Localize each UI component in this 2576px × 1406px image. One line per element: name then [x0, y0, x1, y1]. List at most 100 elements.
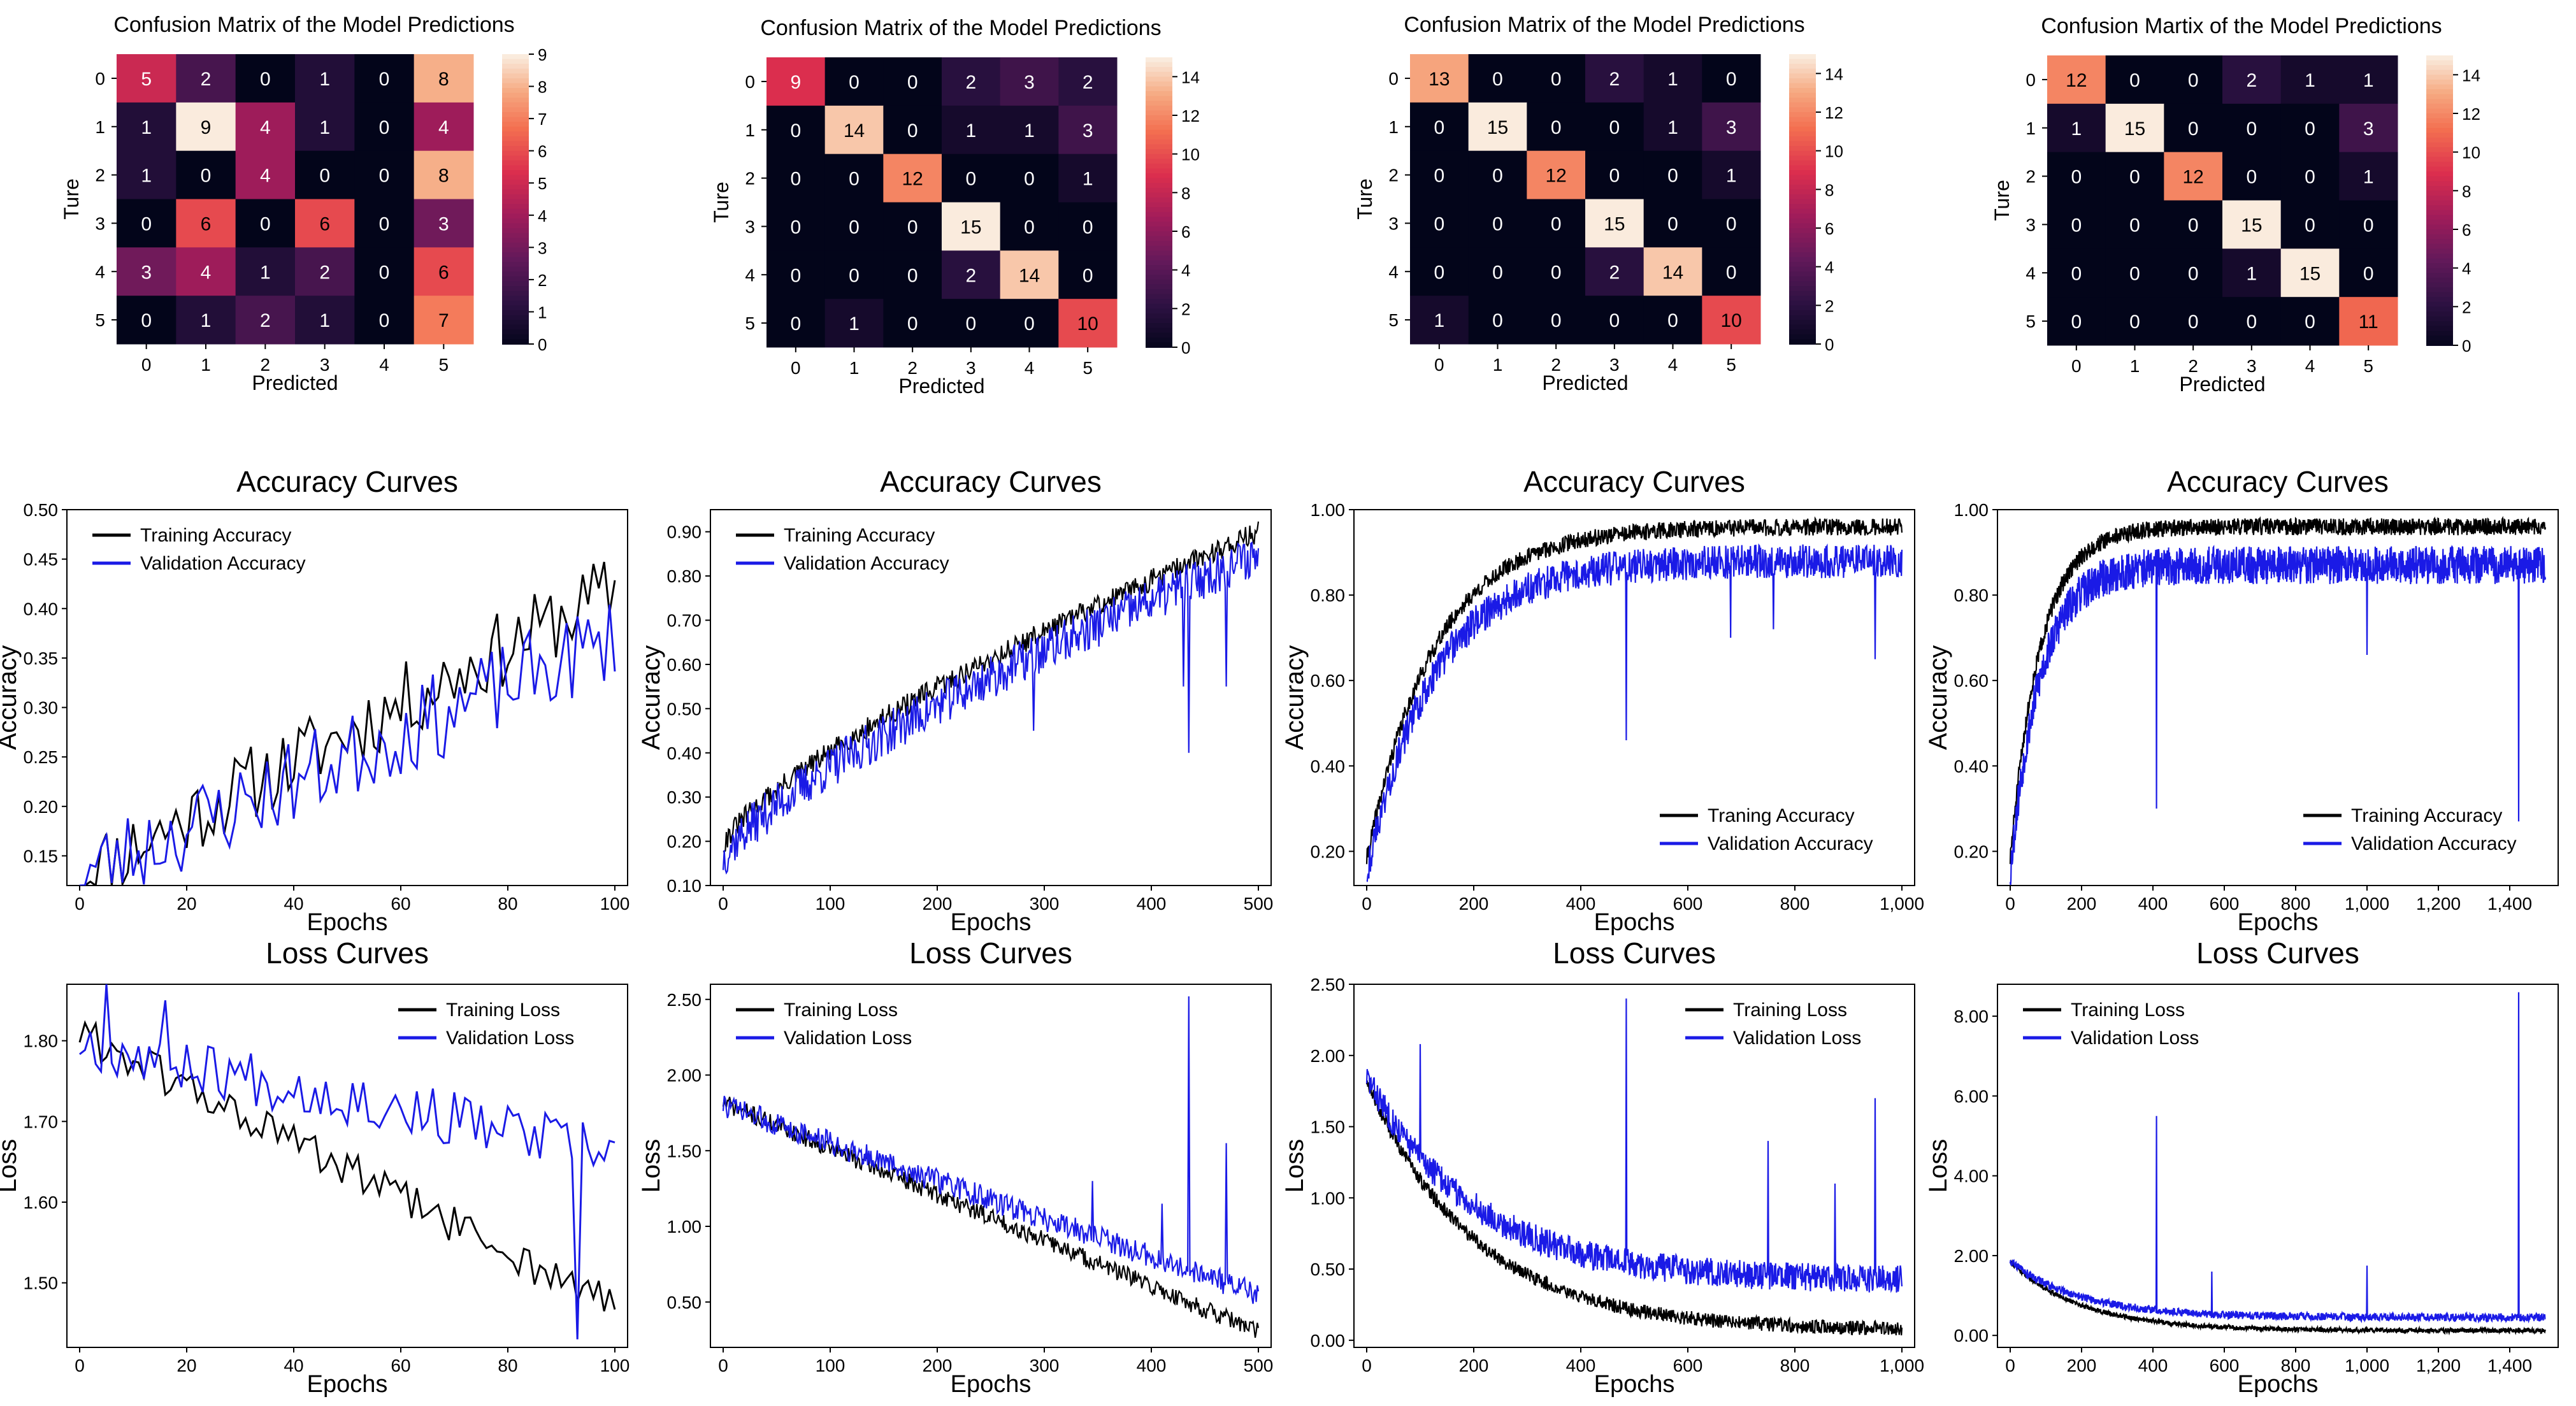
colorbar-segment	[1146, 178, 1172, 184]
legend-label: Validation Loss	[2071, 1028, 2199, 1049]
cell-value: 0	[2363, 263, 2374, 284]
colorbar-segment	[2426, 239, 2453, 245]
heatmap-cell	[354, 102, 415, 152]
series-line-validation	[2009, 992, 2546, 1324]
line-chart-panel-2: Accuracy Curves 0.10 0.20 0.30 0.40 0.50 0.60 0…	[637, 465, 1273, 936]
colorbar-segment	[2426, 137, 2453, 143]
cell-value: 0	[1667, 310, 1678, 331]
heatmap-cell	[824, 154, 884, 203]
y-axis-label: Accuracy	[1924, 645, 1952, 750]
colorbar-tick-label: 6	[2462, 220, 2471, 240]
colorbar-tick-label: 4	[1825, 258, 1834, 277]
cell-value: 0	[2305, 167, 2315, 188]
colorbar-segment	[2426, 166, 2453, 172]
colorbar-segment	[502, 300, 529, 306]
colorbar-segment	[2426, 282, 2453, 288]
colorbar-segment	[1146, 86, 1172, 92]
series-line-training	[1365, 516, 1903, 864]
cell-value: 0	[2246, 118, 2257, 140]
cell-value: 0	[1726, 69, 1737, 90]
colorbar-segment	[2426, 157, 2453, 162]
colorbar-segment	[1789, 160, 1816, 166]
heatmap-cell	[824, 299, 884, 348]
cell-value: 0	[379, 69, 390, 90]
confusion-matrix-panel-1: Confusion Matrix of the Model Prediction…	[60, 13, 547, 394]
heatmap-cell	[295, 102, 355, 152]
colorbar-segment	[1789, 175, 1816, 181]
colorbar-segment	[2426, 171, 2453, 177]
colorbar-segment	[502, 170, 529, 176]
x-axis-label: Predicted	[1542, 371, 1628, 394]
y-tick-label: 1.00	[1954, 500, 1989, 520]
colorbar-segment	[1146, 241, 1172, 247]
colorbar-segment	[1146, 134, 1172, 140]
colorbar-segment	[1146, 303, 1172, 310]
colorbar-segment	[2426, 292, 2453, 298]
x-tick-label: 1	[2130, 356, 2140, 376]
y-tick-label: 0.90	[667, 522, 702, 542]
cell-value: 0	[1083, 265, 1093, 286]
colorbar-segment	[502, 117, 529, 123]
x-tick-label: 1,000	[2345, 894, 2389, 914]
y-tick-label: 4	[2026, 263, 2036, 283]
colorbar-segment	[1789, 199, 1816, 205]
heatmap-cell	[2164, 152, 2223, 201]
colorbar-tick-label: 6	[1825, 219, 1834, 238]
colorbar-segment	[1789, 146, 1816, 152]
colorbar-segment	[2426, 133, 2453, 138]
legend-label: Training Accuracy	[140, 525, 291, 546]
heatmap-cell	[883, 202, 942, 251]
colorbar-tick-label: 2	[538, 271, 547, 290]
cell-value: 1	[260, 262, 271, 283]
colorbar-segment	[502, 310, 529, 316]
legend-label: Traning Accuracy	[1708, 805, 1855, 826]
colorbar-segment	[502, 102, 529, 108]
x-tick-label: 800	[2281, 894, 2311, 914]
cell-value: 0	[1551, 310, 1562, 331]
colorbar-segment	[1146, 115, 1172, 121]
colorbar-segment	[1146, 217, 1172, 222]
x-axis-label: Epochs	[1594, 909, 1675, 936]
colorbar-segment	[502, 136, 529, 142]
heatmap-cell	[766, 154, 826, 203]
colorbar-segment	[2426, 69, 2453, 76]
colorbar-segment	[1146, 149, 1172, 155]
x-tick-label: 200	[1459, 1356, 1489, 1375]
cell-value: 2	[965, 265, 976, 286]
x-tick-label: 60	[391, 1356, 410, 1375]
colorbar-tick-label: 12	[1825, 103, 1843, 122]
colorbar-segment	[1146, 255, 1172, 261]
cell-value: 4	[201, 262, 212, 283]
x-tick-label: 5	[2363, 356, 2373, 376]
heatmap-cell	[1468, 199, 1527, 248]
cell-value: 0	[790, 217, 801, 238]
heatmap-cell	[942, 57, 1001, 106]
x-tick-label: 600	[2210, 1356, 2240, 1375]
cell-value: 1	[849, 313, 860, 334]
heatmap-cell	[354, 199, 415, 248]
colorbar-segment	[502, 296, 529, 301]
series-line-training	[78, 1020, 616, 1312]
y-tick-label: 1	[95, 117, 105, 137]
colorbar-segment	[1789, 68, 1816, 75]
colorbar-segment	[1146, 333, 1172, 338]
cell-value: 0	[1492, 310, 1503, 331]
heatmap-cell	[1410, 296, 1469, 345]
y-tick-label: 0.40	[1311, 756, 1346, 776]
cell-value: 0	[849, 169, 860, 190]
y-tick-label: 1.50	[24, 1273, 59, 1293]
cell-value: 0	[141, 213, 152, 234]
y-axis-label: Ture	[1990, 180, 2013, 221]
cell-value: 14	[844, 120, 865, 141]
legend-label: Validation Accuracy	[2351, 833, 2517, 854]
colorbar-segment	[1789, 180, 1816, 185]
cell-value: 3	[141, 262, 152, 283]
x-tick-label: 200	[2067, 894, 2097, 914]
heatmap-cell	[2105, 200, 2164, 249]
cell-value: 2	[965, 72, 976, 93]
colorbar-segment	[502, 320, 529, 326]
colorbar-segment	[502, 334, 529, 340]
colorbar-segment	[502, 146, 529, 152]
y-tick-label: 0.00	[1311, 1331, 1346, 1351]
y-tick-label: 4	[95, 262, 105, 282]
